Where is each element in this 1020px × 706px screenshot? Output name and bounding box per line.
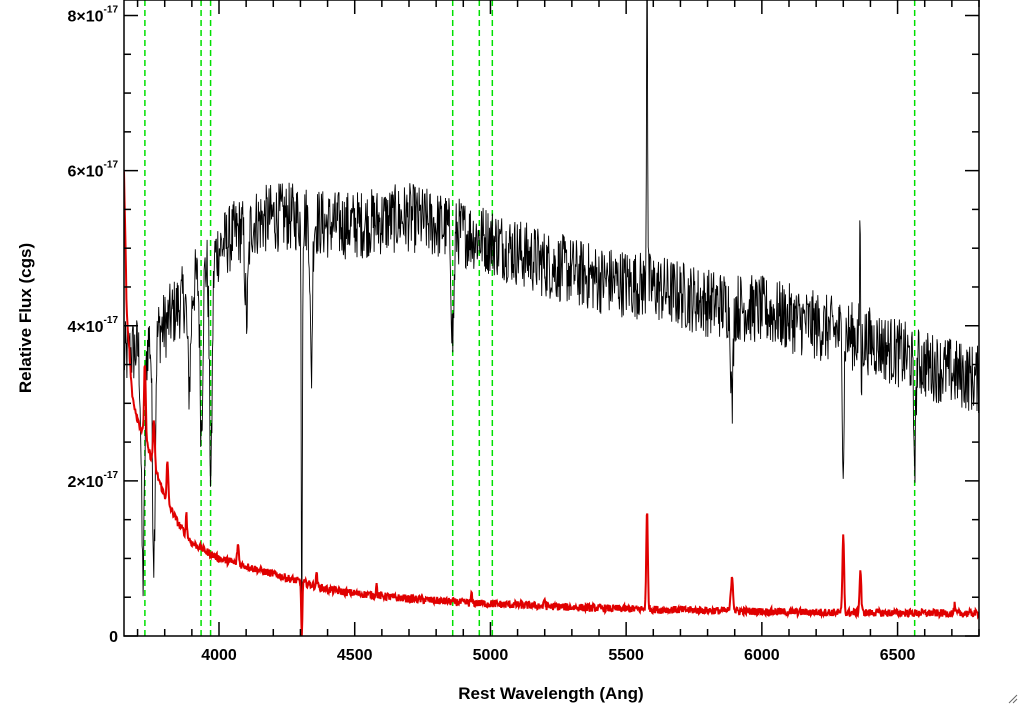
y-axis-title: Relative Flux (cgs) [16, 243, 35, 393]
emission-line-markers [144, 0, 916, 636]
spectrum-series [124, 0, 979, 636]
x-tick-label: 6000 [744, 647, 780, 664]
y-tick-label: 8×10-17 [68, 5, 119, 26]
x-tick-label: 4500 [337, 647, 373, 664]
x-tick-label: 6500 [880, 647, 916, 664]
y-tick-label: 4×10-17 [68, 315, 119, 336]
x-tick-label: 5500 [608, 647, 644, 664]
y-tick-label: 2×10-17 [68, 470, 119, 491]
resize-grip-icon[interactable] [1006, 692, 1018, 704]
y-tick-label: 0 [109, 629, 118, 646]
x-axis-title: Rest Wavelength (Ang) [458, 684, 643, 703]
y-tick-label: 6×10-17 [68, 160, 119, 181]
axes: 4000 4500 5000 5500 6000 6500 0 2×10-17 4×10-17 6… [68, 0, 980, 664]
series-line-1 [124, 171, 979, 636]
series-line-0 [124, 0, 979, 636]
plot-frame [123, 0, 980, 637]
x-tick-label: 5000 [473, 647, 509, 664]
x-tick-label: 4000 [201, 647, 237, 664]
